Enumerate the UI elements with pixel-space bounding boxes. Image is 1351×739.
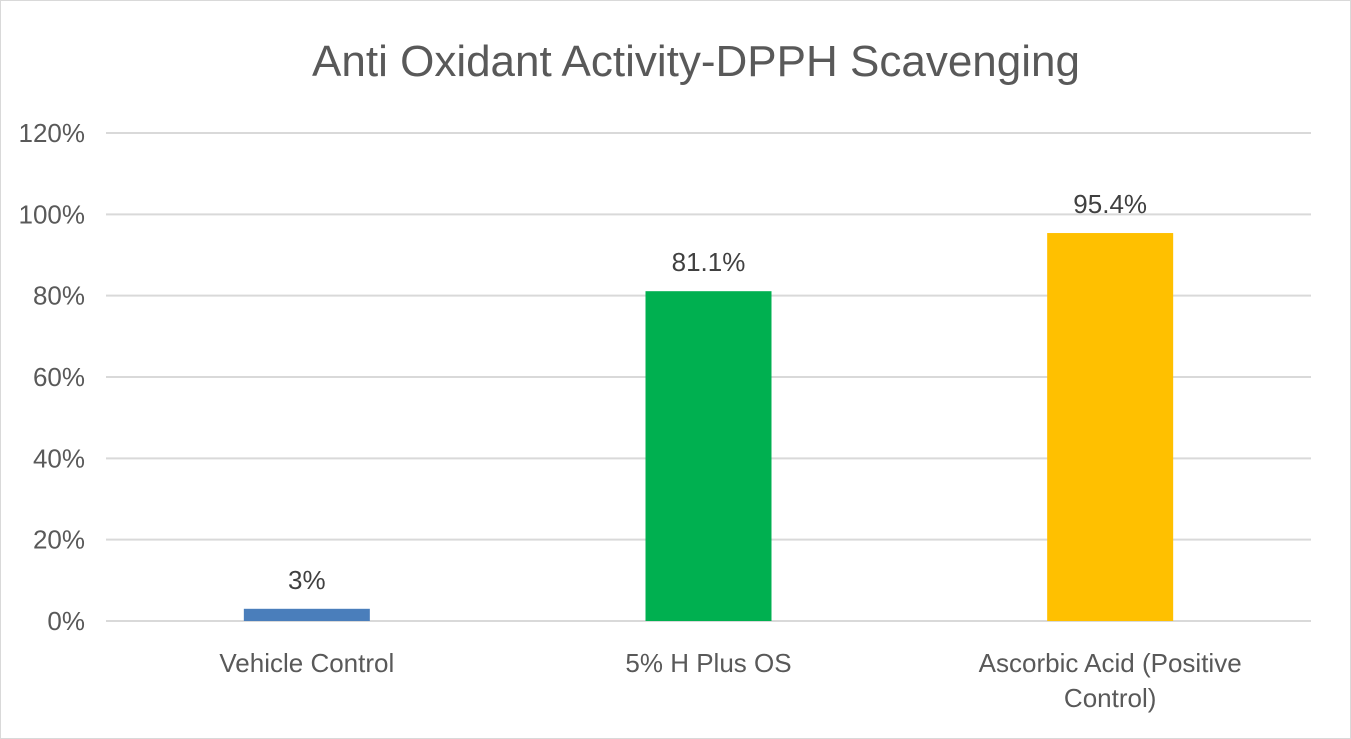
- y-tick-label: 60%: [33, 362, 85, 392]
- bar: [1047, 233, 1174, 622]
- bar-value-label: 95.4%: [1073, 189, 1147, 219]
- bar-value-label: 3%: [288, 565, 326, 595]
- y-tick-label: 120%: [19, 118, 86, 148]
- x-category-label: 5% H Plus OS: [625, 648, 791, 678]
- y-tick-label: 100%: [19, 199, 86, 229]
- x-category-label: Control): [1064, 683, 1156, 713]
- x-axis-category-labels: Vehicle Control 5% H Plus OS Ascorbic Acid…: [219, 648, 1241, 713]
- chart-title: Anti Oxidant Activity-DPPH Scavenging: [312, 37, 1080, 86]
- y-axis-tick-labels: 0% 20% 40% 60% 80% 100% 120%: [19, 118, 86, 636]
- bars: [243, 233, 1174, 622]
- y-tick-label: 80%: [33, 281, 85, 311]
- y-tick-label: 40%: [33, 443, 85, 473]
- bar: [645, 291, 772, 621]
- y-tick-label: 0%: [47, 606, 85, 636]
- bar: [243, 608, 370, 621]
- data-labels: 3% 81.1% 95.4%: [288, 189, 1147, 595]
- x-category-label: Ascorbic Acid (Positive: [979, 648, 1242, 678]
- y-tick-label: 20%: [33, 525, 85, 555]
- x-category-label: Vehicle Control: [219, 648, 394, 678]
- bar-value-label: 81.1%: [672, 247, 746, 277]
